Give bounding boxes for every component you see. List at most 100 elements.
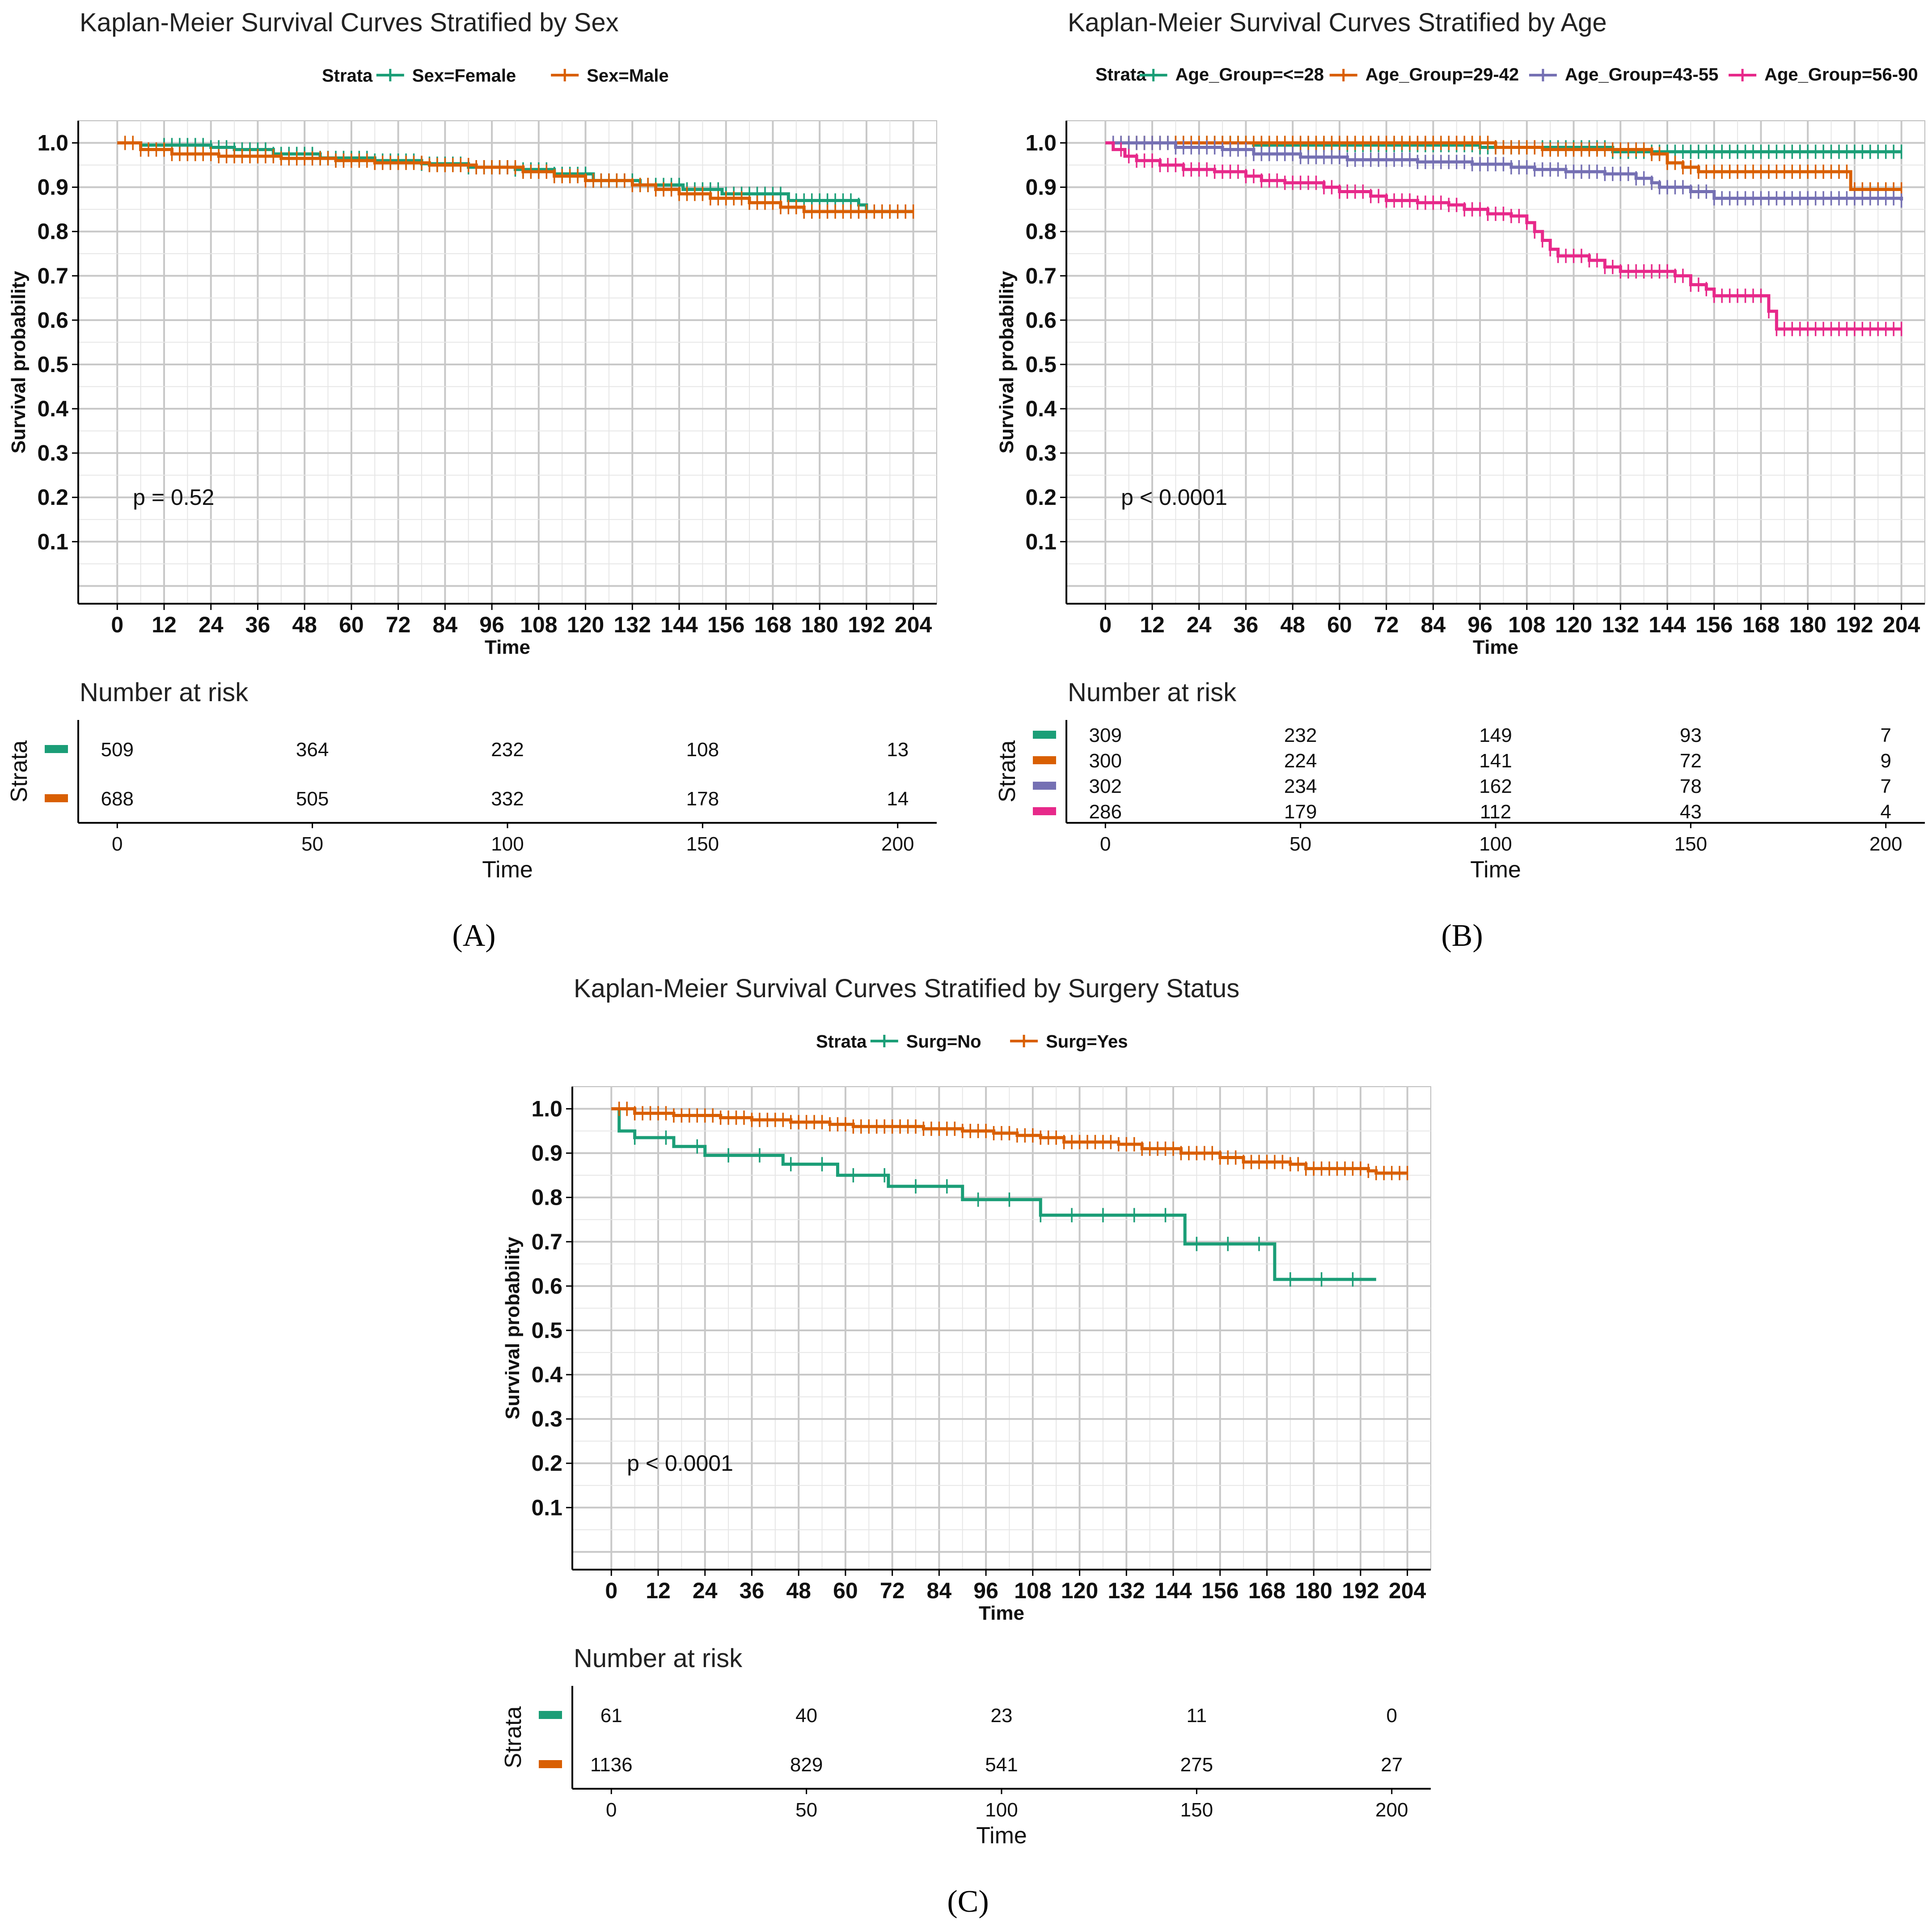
risk-x-tick-label: 100 — [1479, 833, 1512, 855]
risk-value: 40 — [795, 1705, 817, 1727]
risk-value: 14 — [887, 788, 909, 810]
risk-strata-swatch — [1033, 731, 1056, 739]
risk-value: 300 — [1089, 750, 1122, 772]
y-axis-label: Survival probability — [502, 1236, 524, 1419]
risk-x-tick-label: 50 — [1289, 833, 1311, 855]
x-tick-label: 108 — [1508, 612, 1545, 637]
legend-title: Strata — [816, 1032, 867, 1052]
legend-label: Age_Group=29-42 — [1366, 65, 1519, 85]
risk-strata-swatch — [1033, 807, 1056, 815]
y-axis-label: Survival probability — [996, 271, 1018, 453]
y-tick-label: 0.1 — [531, 1495, 562, 1520]
x-tick-label: 36 — [740, 1578, 765, 1603]
risk-x-tick-label: 200 — [881, 833, 914, 855]
x-tick-label: 72 — [1374, 612, 1399, 637]
y-tick-label: 0.2 — [1025, 485, 1057, 510]
panel-B: Kaplan-Meier Survival Curves Stratified … — [994, 8, 1925, 953]
risk-x-axis-label: Time — [976, 1823, 1027, 1849]
risk-x-tick-label: 150 — [1180, 1799, 1213, 1821]
risk-value: 178 — [686, 788, 719, 810]
risk-value: 93 — [1680, 724, 1702, 746]
risk-value: 162 — [1479, 775, 1512, 797]
x-tick-label: 0 — [111, 612, 123, 637]
x-tick-label: 192 — [1342, 1578, 1379, 1603]
x-tick-label: 144 — [1649, 612, 1686, 637]
grid — [78, 121, 937, 604]
y-tick-label: 0.7 — [1025, 263, 1057, 288]
plot-area: 0.1 0.2 0.3 0.4 0.5 0.6 0.7 0.8 0.9 1.0 0 12 24 36 48 6… — [996, 120, 1925, 658]
risk-value: 72 — [1680, 750, 1702, 772]
risk-value: 505 — [296, 788, 329, 810]
risk-strata-swatch — [1033, 756, 1056, 764]
x-axis-label: Time — [979, 1602, 1024, 1624]
x-tick-label: 192 — [1836, 612, 1873, 637]
risk-value: 112 — [1480, 801, 1511, 823]
panel-A: Kaplan-Meier Survival Curves Stratified … — [6, 8, 937, 953]
x-tick-label: 60 — [833, 1578, 858, 1603]
survival-curves — [611, 1101, 1408, 1287]
p-value: p = 0.52 — [133, 485, 214, 510]
x-tick-label: 204 — [1389, 1578, 1426, 1603]
risk-x-tick-label: 200 — [1869, 833, 1902, 855]
x-tick-label: 180 — [1295, 1578, 1332, 1603]
legend-label: Age_Group=43-55 — [1565, 65, 1718, 85]
x-tick-label: 168 — [754, 612, 791, 637]
risk-y-axis-label: Strata — [994, 741, 1020, 803]
x-tick-label: 108 — [520, 612, 557, 637]
x-tick-label: 72 — [386, 612, 411, 637]
x-tick-label: 168 — [1248, 1578, 1285, 1603]
y-tick-label: 0.9 — [1025, 175, 1057, 200]
risk-x-tick-label: 150 — [686, 833, 719, 855]
x-tick-label: 132 — [1108, 1578, 1145, 1603]
risk-table: Number at risk 509 364 232 108 13 688 505 332 178… — [6, 678, 937, 883]
x-tick-label: 144 — [660, 612, 698, 637]
x-tick-label: 132 — [614, 612, 651, 637]
chart-title: Kaplan-Meier Survival Curves Stratified … — [80, 8, 619, 37]
risk-value: 27 — [1381, 1754, 1403, 1776]
y-axis-label: Survival probability — [8, 271, 30, 453]
x-tick-label: 108 — [1014, 1578, 1051, 1603]
legend-label: Age_Group=56-90 — [1764, 65, 1918, 85]
risk-value: 9 — [1880, 750, 1891, 772]
chart-title: Kaplan-Meier Survival Curves Stratified … — [574, 974, 1239, 1003]
y-tick-label: 0.8 — [1025, 219, 1057, 244]
risk-x-tick-label: 0 — [112, 833, 123, 855]
x-tick-label: 84 — [1421, 612, 1446, 637]
legend-item: Age_Group=43-55 — [1529, 65, 1718, 85]
risk-y-axis-label: Strata — [6, 741, 32, 803]
y-tick-label: 0.3 — [1025, 440, 1057, 466]
risk-value: 4 — [1880, 801, 1891, 823]
y-tick-label: 0.3 — [531, 1406, 562, 1431]
x-axis-label: Time — [1473, 636, 1518, 658]
risk-value: 1136 — [590, 1754, 633, 1776]
risk-value: 275 — [1180, 1754, 1213, 1776]
x-tick-label: 120 — [567, 612, 604, 637]
y-tick-label: 0.6 — [37, 308, 68, 333]
y-tick-label: 1.0 — [531, 1096, 562, 1122]
x-tick-label: 144 — [1154, 1578, 1192, 1603]
risk-y-axis-label: Strata — [500, 1706, 526, 1769]
p-value: p < 0.0001 — [627, 1451, 733, 1476]
risk-value: 7 — [1880, 724, 1891, 746]
x-tick-label: 0 — [605, 1578, 617, 1603]
risk-value: 43 — [1680, 801, 1702, 823]
x-tick-label: 156 — [1201, 1578, 1239, 1603]
x-tick-label: 48 — [786, 1578, 811, 1603]
plot-panel — [78, 120, 937, 604]
risk-value: 141 — [1479, 750, 1512, 772]
x-tick-label: 180 — [801, 612, 838, 637]
legend: Strata Surg=No Surg=Yes — [816, 1032, 1128, 1052]
plot-area: 0.1 0.2 0.3 0.4 0.5 0.6 0.7 0.8 0.9 1.0 0 12 24 36 48 6… — [502, 1086, 1431, 1624]
panel-C: Kaplan-Meier Survival Curves Stratified … — [500, 974, 1431, 1919]
risk-x-axis-label: Time — [482, 857, 533, 883]
legend-item: Age_Group=29-42 — [1329, 65, 1519, 85]
risk-value: 286 — [1089, 801, 1122, 823]
risk-table: Number at risk 309 232 149 93 7 300 224 141 72 9 30… — [994, 678, 1925, 883]
y-tick-label: 0.4 — [37, 396, 68, 421]
legend-label: Surg=No — [906, 1032, 981, 1052]
plot-area: 0.1 0.2 0.3 0.4 0.5 0.6 0.7 0.8 0.9 1.0 0 12 24 36 48 6… — [8, 120, 937, 658]
x-tick-label: 12 — [152, 612, 177, 637]
p-value: p < 0.0001 — [1121, 485, 1227, 510]
risk-strata-swatch — [45, 794, 68, 802]
